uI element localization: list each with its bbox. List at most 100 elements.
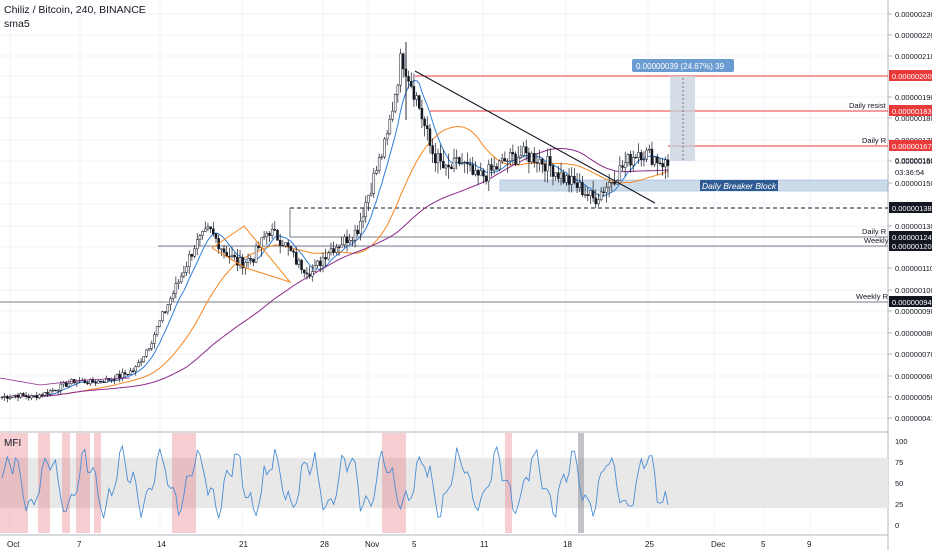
mfi-overbought-zone [76,433,90,533]
candle-body [182,272,186,277]
candle-body [399,53,402,86]
candle-body [0,396,4,399]
candle-body [487,164,491,182]
candle-body [439,153,442,162]
candle-body [126,373,129,376]
level-label: Daily R [862,227,887,236]
mfi-tick-label: 0 [895,521,899,530]
candle-body [48,390,52,395]
candle-body [204,228,207,232]
candle-body [289,246,293,252]
candle-body [163,311,167,313]
candle-body [450,166,453,169]
ma-blue [1,80,669,398]
breaker-block [499,179,889,192]
candle-body [597,199,600,205]
candle-body [570,175,573,185]
candle-body [447,164,450,168]
candle-body [511,152,515,155]
indicator-label[interactable]: sma5 [4,18,30,30]
candle-body [380,156,384,159]
time-tick-label: 5 [412,540,417,549]
candle-body [431,145,434,155]
candle-body [420,108,424,120]
candle-body [666,159,670,166]
candle-body [16,394,20,398]
candle-body [286,242,290,247]
candle-body [209,226,212,230]
candle-body [589,190,592,196]
candle-body [19,393,22,398]
level-label: Weekly R [856,292,889,301]
mfi-label[interactable]: MFI [4,438,22,449]
mfi-tick-label: 25 [895,500,903,509]
candle-body [476,169,480,176]
candle-body [538,158,541,164]
candle-body [653,156,656,165]
candle-body [415,95,418,100]
candle-body [59,383,63,391]
price-tick-label: 0.00000160 [895,157,932,166]
time-tick-label: 9 [807,540,812,549]
candle-body [158,320,162,327]
price-tick-label: 0.00000150 [895,179,932,188]
candle-body [514,153,517,165]
price-label-badge [889,231,932,242]
pattern-drawing [0,377,131,386]
candle-body [642,159,646,161]
candle-body [492,166,496,171]
candle-body [455,157,458,159]
candle-body [32,395,36,397]
candle-body [337,246,341,249]
candle-body [233,254,236,258]
symbol-title[interactable]: Chiliz / Bitcoin, 240, BINANCE [4,4,146,16]
candle-body [14,394,17,397]
candle-body [522,146,525,156]
candle-body [292,250,295,253]
price-axis[interactable]: 0.00000230 0.00000220 0.00000210 0.00000190… [888,10,932,423]
price-tick-label: 0.00000190 [895,93,932,102]
chart-legend[interactable]: Chiliz / Bitcoin, 240, BINANCE sma5 [4,3,146,31]
time-tick-label: 11 [480,540,489,549]
candle-body [27,396,30,399]
price-label-badge [889,105,932,116]
candle-body [121,372,124,379]
price-tick-label: 0.00000100 [895,286,932,295]
mfi-overbought-zone [382,433,406,533]
candle-body [246,258,250,263]
candle-body [631,157,635,166]
candle-body [369,193,373,196]
candle-body [54,389,57,392]
candle-body [185,266,188,273]
price-label-badge [889,202,932,213]
time-axis[interactable]: Oct 7 14 21 28 Nov 5 11 18 25 Dec 5 9 [7,540,812,549]
price-label-badge [889,140,932,151]
candle-body [257,245,261,248]
candle-body [329,248,333,254]
candle-body [281,245,285,247]
candle-body [150,343,154,349]
candle-body [118,373,121,379]
candle-body [575,182,579,188]
mfi-tick-label: 50 [895,479,903,488]
time-tick-label: 28 [320,540,329,549]
candle-body [391,110,394,120]
candle-body [530,153,533,163]
candle-body [356,229,359,234]
candle-body [105,378,108,383]
time-tick-label: Nov [365,540,379,549]
candle-body [228,256,231,258]
candle-body [187,254,191,267]
candle-body [506,160,509,163]
drawings [0,70,656,386]
candle-body [38,394,41,399]
candle-body [94,382,97,384]
candle-body [113,379,116,381]
candle-body [177,281,180,284]
candle-body [348,240,351,243]
candle-body [35,395,39,399]
measure-label-bg [632,59,734,72]
price-label: 0.00000138 [892,204,932,213]
candle-body [294,252,298,265]
